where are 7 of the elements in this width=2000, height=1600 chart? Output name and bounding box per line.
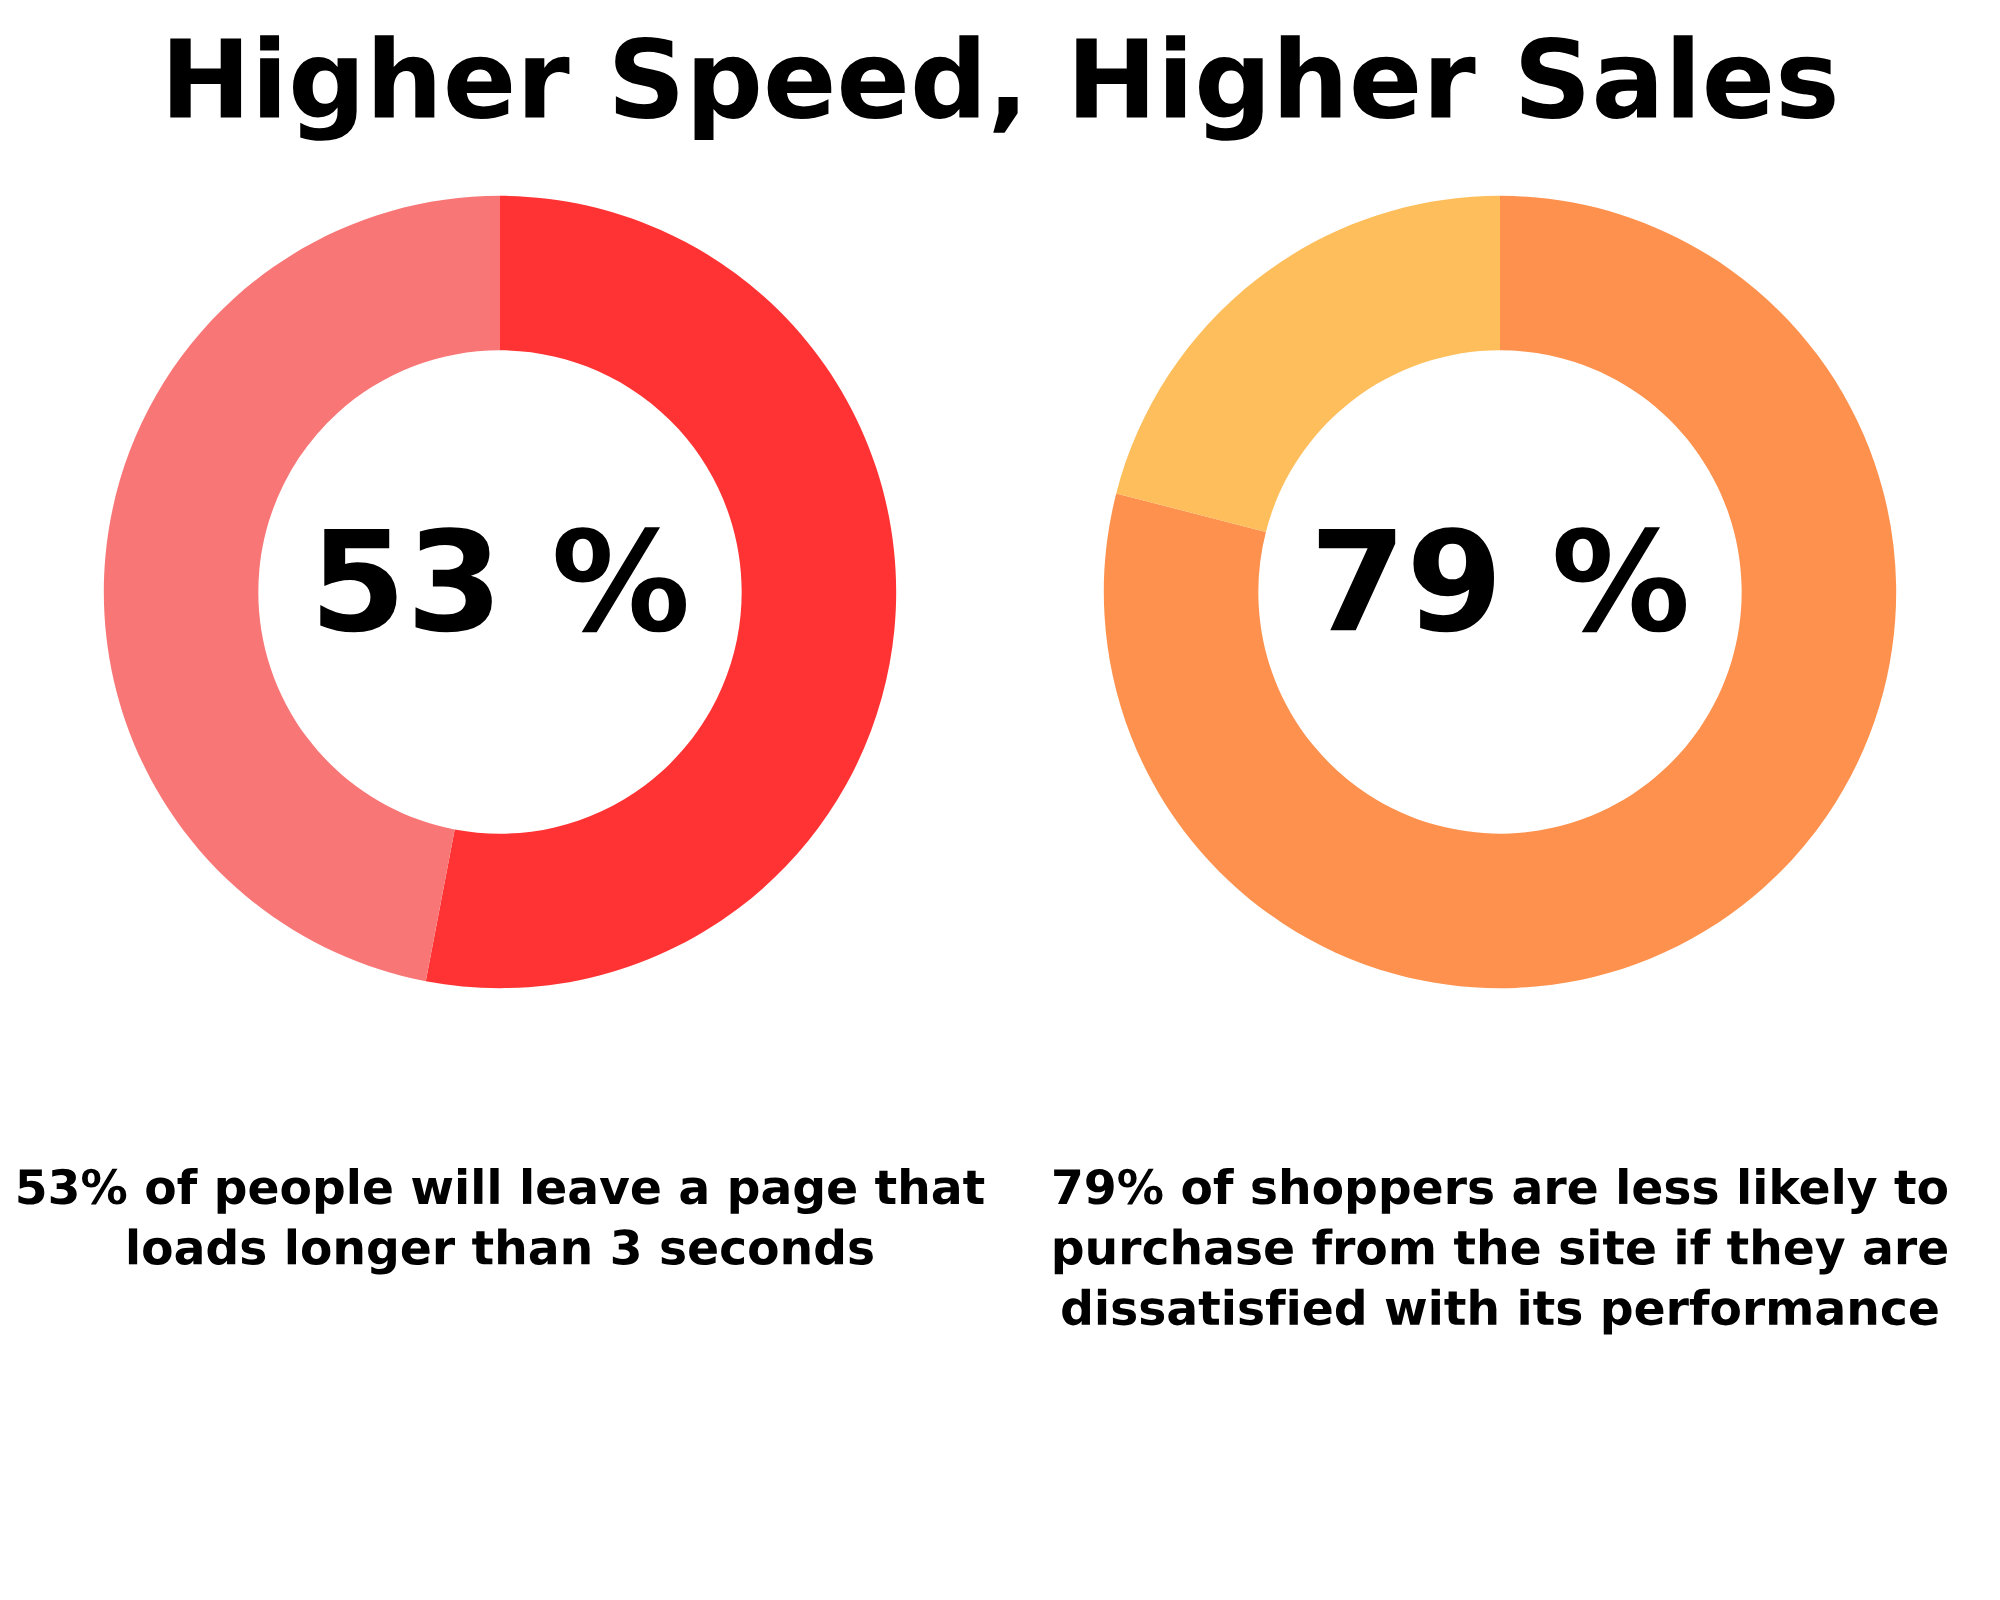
data-label: 53 % [320, 527, 686, 633]
text: 53% of people will leave a page that loads longer than 3 seconds [18, 1168, 985, 1275]
chart-title: Higher Speed, Higher Sales [170, 35, 1835, 141]
data-label: 79 % [1318, 527, 1686, 633]
text: 79% of shoppers are less likely to purchase from the site if they are dissatisfied with its performance [1054, 1168, 1947, 1335]
donut-slice [1103, 195, 1897, 989]
donut-slice [103, 195, 500, 982]
